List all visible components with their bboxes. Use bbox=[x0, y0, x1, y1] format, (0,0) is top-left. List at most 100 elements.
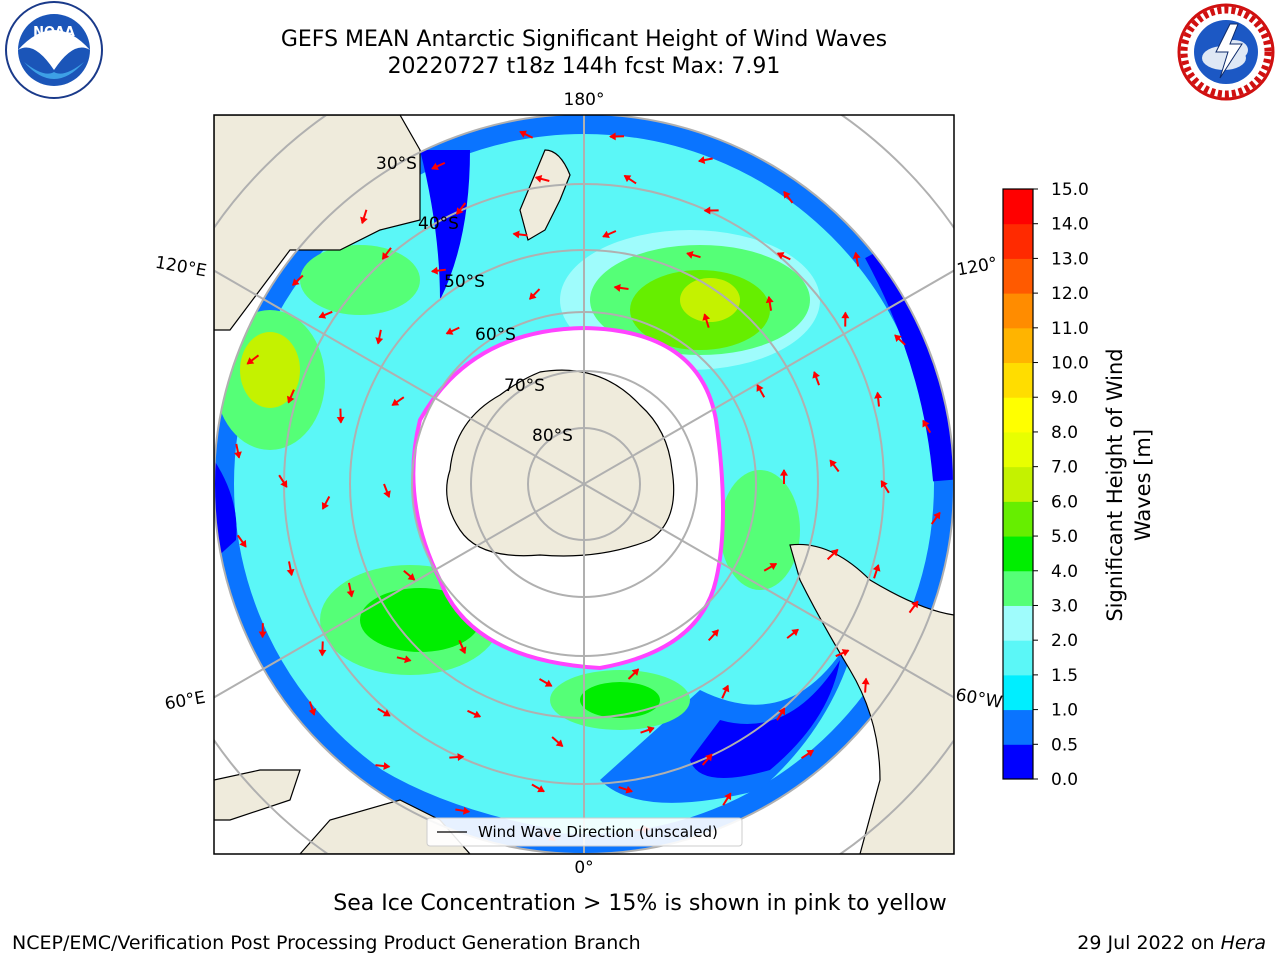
wind-arrow-head bbox=[829, 459, 837, 468]
wind-arrow-head bbox=[872, 564, 881, 572]
wind-arrow-head bbox=[625, 785, 633, 794]
colorbar-tick-label: 8.0 bbox=[1051, 423, 1078, 443]
wind-arrow-head bbox=[473, 710, 482, 718]
wind-arrow-head bbox=[841, 311, 850, 319]
wind-arrow-head bbox=[457, 753, 465, 762]
wind-arrow-head bbox=[459, 646, 467, 655]
wind-arrow-head bbox=[346, 590, 355, 598]
colorbar-tick-label: 7.0 bbox=[1051, 458, 1078, 478]
wind-arrow-head bbox=[812, 371, 820, 379]
wind-arrow-head bbox=[544, 679, 553, 687]
graticule bbox=[214, 115, 954, 854]
colorbar-segment bbox=[1003, 397, 1033, 433]
colorbar-segment bbox=[1003, 501, 1033, 537]
wind-arrow-head bbox=[852, 251, 861, 259]
south-america-landmass bbox=[789, 543, 954, 854]
colorbar-segment bbox=[1003, 744, 1033, 780]
antarctica-landmass bbox=[446, 369, 675, 557]
colorbar-segment bbox=[1003, 223, 1033, 259]
wind-arrow-head bbox=[686, 251, 694, 259]
nws-logo-icon bbox=[1177, 3, 1275, 101]
colorbar-tick-label: 10.0 bbox=[1051, 354, 1089, 374]
colorbar-frame bbox=[1002, 188, 1034, 780]
wind-arrow-head bbox=[292, 278, 300, 286]
wind-arrow-head bbox=[783, 191, 791, 199]
wind-arrow-head bbox=[529, 292, 537, 300]
wind-arrow-head bbox=[456, 207, 464, 215]
lon-label-60e: 60°E bbox=[163, 688, 207, 715]
wind-arrow-head bbox=[430, 266, 439, 275]
wind-arrow-head bbox=[512, 230, 520, 239]
lon-label-120w: 120° bbox=[955, 254, 999, 281]
colorbar-label-line2: Waves [m] bbox=[1131, 429, 1155, 541]
wind-arrow-head bbox=[765, 295, 774, 304]
noaa-logo-icon: NOAA bbox=[5, 1, 103, 99]
sea-ice-note: Sea Ice Concentration > 15% is shown in … bbox=[333, 891, 947, 916]
colorbar-tick-label: 11.0 bbox=[1051, 319, 1089, 339]
wind-arrow-head bbox=[880, 480, 888, 488]
wind-arrow-head bbox=[830, 548, 839, 557]
wind-arrow-head bbox=[234, 451, 242, 459]
lon-label-60w: 60°W bbox=[954, 685, 1004, 713]
colorbar-segment bbox=[1003, 362, 1033, 398]
colorbar-tick-label: 2.0 bbox=[1051, 631, 1078, 651]
lat-label-30s: 30°S bbox=[376, 154, 417, 174]
wind-arrow-head bbox=[383, 490, 391, 498]
wind-arrow-head bbox=[711, 629, 719, 637]
wind-arrow-head bbox=[874, 391, 883, 399]
wind-arrow-head bbox=[286, 568, 295, 577]
colorbar-segment bbox=[1003, 605, 1033, 641]
map-legend bbox=[426, 817, 743, 847]
credit-text: NCEP/EMC/Verification Post Processing Pr… bbox=[12, 932, 641, 954]
colorbar-segment bbox=[1003, 640, 1033, 676]
wind-arrow-head bbox=[391, 398, 400, 406]
colorbar-segment bbox=[1003, 536, 1033, 572]
colorbar-tick-label: 0.5 bbox=[1051, 735, 1078, 755]
lat-label-40s: 40°S bbox=[418, 214, 459, 234]
wind-arrow-head bbox=[537, 785, 545, 793]
wind-arrow-head bbox=[647, 726, 655, 734]
wind-wave-arrows bbox=[234, 130, 941, 842]
wind-arrow-head bbox=[534, 175, 543, 183]
wind-arrow-head bbox=[609, 132, 616, 141]
wind-arrow-head bbox=[321, 502, 329, 510]
wind-arrow-head bbox=[911, 600, 919, 609]
wind-arrow-head bbox=[602, 230, 610, 238]
wind-arrow-head bbox=[555, 739, 564, 747]
wind-arrow-head bbox=[318, 311, 327, 319]
wind-arrow-head bbox=[933, 511, 941, 520]
colorbar-tick-label: 13.0 bbox=[1051, 249, 1089, 269]
wind-arrow-head bbox=[407, 573, 416, 581]
date-text: 29 Jul 2022 on Hera bbox=[1077, 932, 1266, 954]
wind-arrow-head bbox=[703, 206, 711, 215]
new-zealand-landmass bbox=[519, 149, 571, 241]
colorbar-tick-label: 6.0 bbox=[1051, 492, 1078, 512]
colorbar-tick-label: 0.0 bbox=[1051, 770, 1078, 790]
wind-arrow-head bbox=[431, 162, 439, 170]
lon-label-0: 0° bbox=[574, 858, 593, 878]
wind-arrow-head bbox=[697, 156, 706, 164]
wind-arrow-head bbox=[381, 252, 390, 260]
wind-arrow-head bbox=[806, 749, 815, 757]
colorbar-segment bbox=[1003, 674, 1033, 711]
wind-arrow-head bbox=[375, 337, 384, 345]
colorbar-tick-label: 12.0 bbox=[1051, 284, 1089, 304]
lat-label-50s: 50°S bbox=[444, 272, 485, 292]
wind-arrow-head bbox=[769, 563, 778, 571]
legend-label: Wind Wave Direction (unscaled) bbox=[478, 823, 718, 841]
wind-arrow-head bbox=[841, 649, 850, 657]
colorbar-segment bbox=[1003, 327, 1033, 364]
wind-arrow-head bbox=[776, 252, 785, 260]
colorbar-segment bbox=[1003, 709, 1033, 745]
wind-arrow-head bbox=[519, 130, 527, 138]
wind-arrow-head bbox=[922, 419, 930, 428]
colorbar-segment bbox=[1003, 466, 1033, 502]
colorbar-tick-label: 3.0 bbox=[1051, 596, 1078, 616]
colorbar: 0.0 0.5 1.0 1.5 2.0 3.0 4.0 5.0 6.0 7.0 8.0 9.0 10.0… bbox=[1002, 180, 1089, 790]
colorbar-label-line1: Significant Height of Wind bbox=[1103, 348, 1127, 621]
wind-arrow-head bbox=[722, 684, 730, 693]
wind-arrow-head bbox=[702, 313, 711, 321]
wind-arrow-head bbox=[791, 628, 799, 637]
colorbar-tick-label: 4.0 bbox=[1051, 562, 1078, 582]
